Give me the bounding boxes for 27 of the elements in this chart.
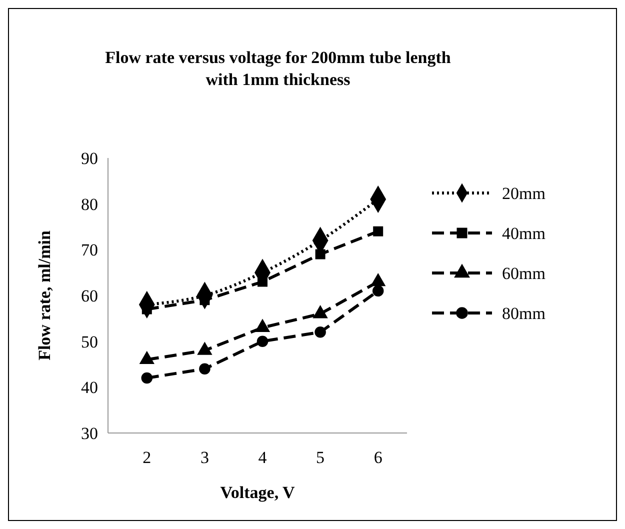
point <box>315 249 326 260</box>
y-axis-title: Flow rate, ml/min <box>35 230 54 360</box>
y-tick-label: 30 <box>81 424 98 443</box>
point <box>256 336 268 347</box>
legend-label: 20mm <box>502 184 546 203</box>
y-tick-label: 90 <box>81 148 98 168</box>
x-tick-label: 4 <box>258 448 268 467</box>
y-tick-label: 40 <box>81 378 98 398</box>
point <box>372 285 384 297</box>
y-tick-label: 80 <box>81 194 98 214</box>
point <box>373 226 384 236</box>
y-tick-label: 70 <box>81 240 98 260</box>
legend-label: 80mm <box>502 304 546 323</box>
point <box>314 326 326 338</box>
legend-label: 60mm <box>502 264 546 283</box>
x-tick-label: 2 <box>142 448 152 467</box>
x-tick-label: 5 <box>316 448 325 467</box>
chart-title: Flow rate versus voltage for 200mm tube length with 1mm thickness <box>105 48 452 89</box>
x-tick-label: 3 <box>200 448 209 467</box>
point <box>199 363 210 374</box>
point <box>258 276 268 287</box>
legend-label: 40mm <box>502 224 546 243</box>
y-tick-label: 60 <box>81 286 98 306</box>
x-axis-title: Voltage, V <box>220 483 296 502</box>
point <box>141 372 153 384</box>
y-tick-label: 50 <box>81 332 98 352</box>
x-tick-label: 6 <box>374 448 382 467</box>
